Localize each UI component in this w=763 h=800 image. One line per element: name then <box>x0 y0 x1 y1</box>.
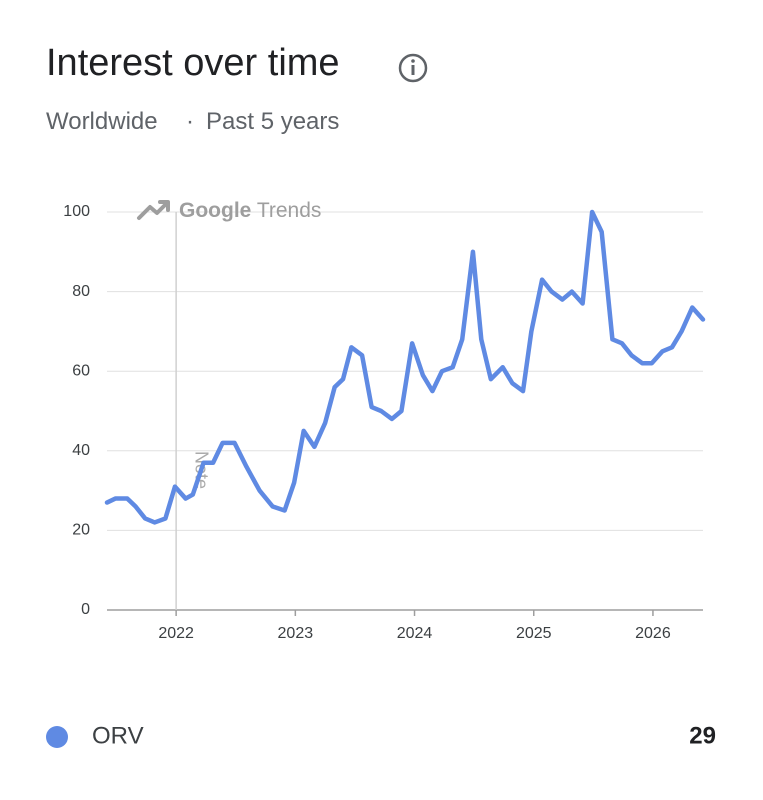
x-tick-label: 2024 <box>397 625 433 642</box>
trends-icon <box>137 200 170 220</box>
y-tick-label: 80 <box>72 283 90 300</box>
info-dot <box>411 59 415 63</box>
x-tick-label: 2023 <box>278 625 314 642</box>
period: Past 5 years <box>206 108 339 135</box>
region: Worldwide <box>46 108 158 135</box>
trend-line <box>104 209 706 525</box>
legend-value: 29 <box>689 722 716 749</box>
y-tick-label: 20 <box>72 522 90 539</box>
x-tick-label: 2022 <box>158 625 194 642</box>
watermark-brand: Google <box>179 199 251 222</box>
info-icon[interactable] <box>398 53 428 83</box>
y-tick-label: 100 <box>63 203 90 220</box>
legend: ORV 29 <box>46 722 716 749</box>
y-tick-label: 0 <box>81 601 90 618</box>
info-circle <box>398 53 428 83</box>
separator: · <box>186 108 194 135</box>
info-bar <box>411 65 415 75</box>
legend-swatch <box>46 726 68 748</box>
y-tick-label: 60 <box>72 362 90 379</box>
x-tick-label: 2026 <box>635 625 671 642</box>
subtitle: Worldwide · Past 5 years <box>46 108 339 135</box>
watermark-product: Trends <box>257 199 322 222</box>
watermark: Google Trends <box>179 199 321 222</box>
card-title: Interest over time <box>46 42 340 84</box>
legend-label: ORV <box>92 722 144 749</box>
y-tick-label: 40 <box>72 442 90 459</box>
x-tick-label: 2025 <box>516 625 552 642</box>
